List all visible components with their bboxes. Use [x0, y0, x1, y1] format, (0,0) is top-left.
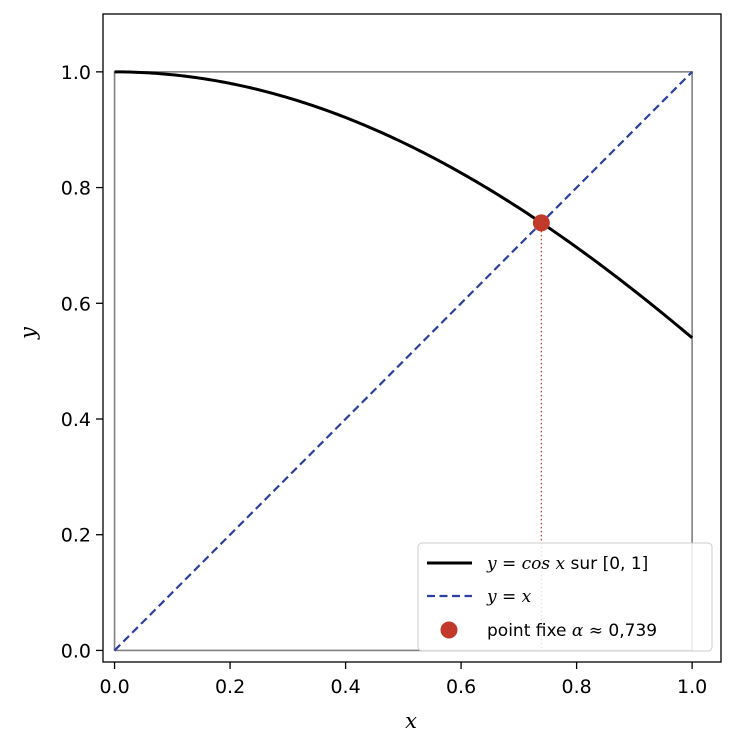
x-axis-ticks: 0.0 0.2 0.4 0.6 0.8 1.0	[99, 662, 707, 698]
y-tick-label: 0.4	[61, 409, 91, 431]
y-axis-label: y	[16, 326, 40, 340]
legend: y = cos x sur [0, 1] y = x point fixe α ≈ …	[417, 542, 713, 652]
x-tick-label: 1.0	[677, 676, 707, 698]
unit-square	[113, 71, 693, 652]
legend-label-text: 0,739	[608, 621, 657, 641]
plot-area	[102, 13, 722, 663]
x-tick-label: 0.4	[330, 676, 360, 698]
legend-label-text: point fixe	[487, 621, 572, 641]
axes-frame	[102, 13, 722, 663]
fixed-point-marker	[532, 214, 550, 232]
legend-label-1: y = cos x sur [0, 1]	[486, 554, 648, 574]
x-tick-label: 0.2	[215, 676, 245, 698]
legend-label-math: α ≈	[572, 621, 609, 641]
legend-label-3: point fixe α ≈ 0,739	[487, 621, 657, 641]
legend-label-2: y = x	[486, 587, 532, 607]
legend-label-math: y = x	[486, 587, 532, 607]
cos-curve-line	[114, 70, 694, 339]
legend-label-math: y = cos x	[486, 554, 566, 574]
legend-box	[417, 542, 713, 652]
legend-fixed-point-swatch	[440, 621, 458, 639]
x-tick-label: 0.8	[561, 676, 591, 698]
y-tick-label: 0.8	[61, 178, 91, 200]
y-axis-ticks: 0.0 0.2 0.4 0.6 0.8 1.0	[61, 62, 103, 662]
y-tick-label: 0.0	[61, 640, 91, 662]
x-tick-label: 0.0	[99, 676, 129, 698]
identity-line	[113, 71, 693, 652]
x-axis-label: x	[405, 709, 417, 733]
y-tick-label: 0.6	[61, 293, 91, 315]
y-tick-label: 0.2	[61, 525, 91, 547]
legend-label-text: sur [0, 1]	[565, 554, 648, 574]
y-tick-label: 1.0	[61, 62, 91, 84]
x-tick-label: 0.6	[446, 676, 476, 698]
